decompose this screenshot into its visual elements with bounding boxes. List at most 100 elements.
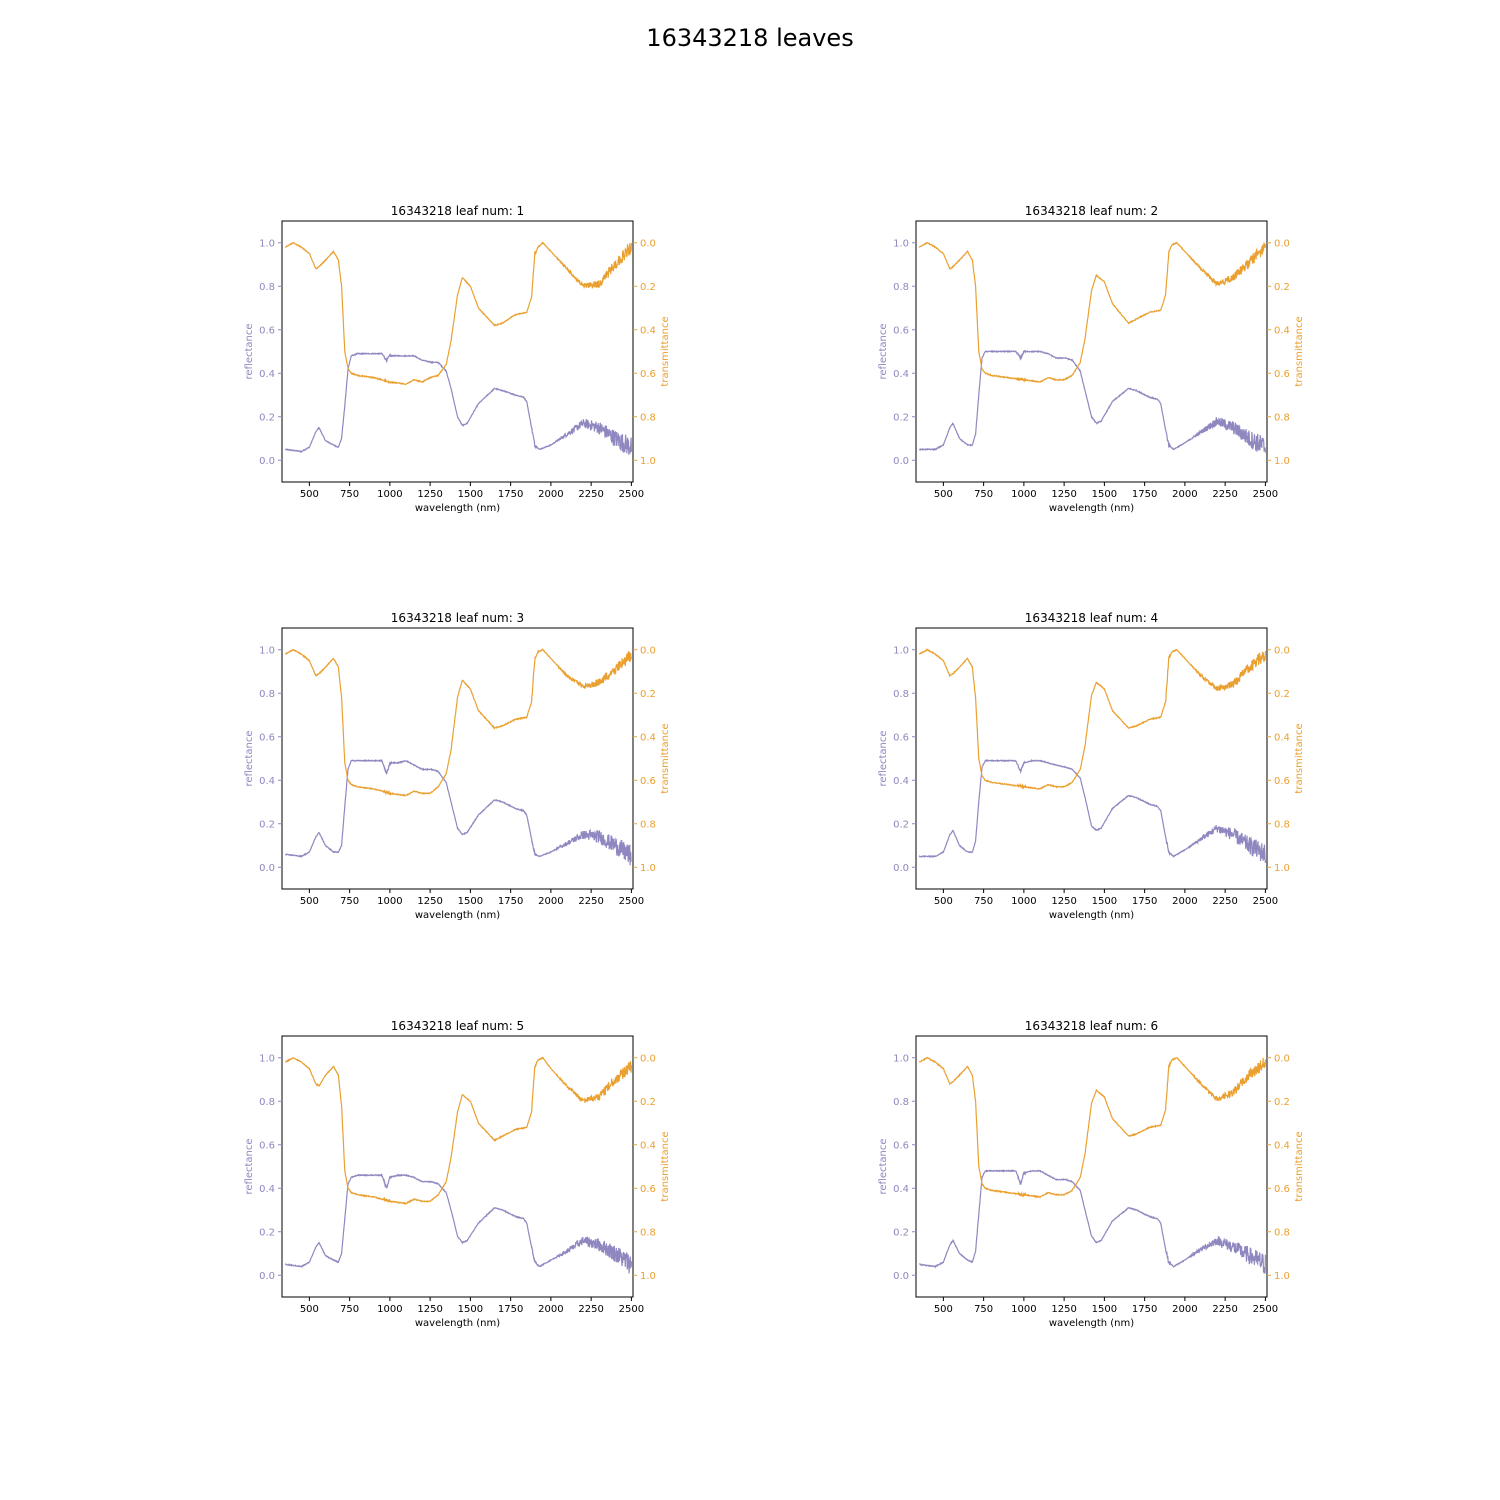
y-left-tick-label: 0.4	[893, 369, 909, 380]
y-right-tick-label: 0.8	[640, 1227, 656, 1238]
y-left-tick-label: 0.2	[893, 819, 909, 830]
x-tick-label: 2000	[1172, 489, 1197, 500]
y-right-tick-label: 0.8	[1274, 412, 1290, 423]
x-tick-label: 1750	[498, 489, 523, 500]
transmittance-line-6	[918, 1056, 1266, 1199]
x-tick-label: 750	[340, 489, 359, 500]
x-tick-label: 1000	[377, 896, 402, 907]
x-tick-label: 1750	[498, 896, 523, 907]
x-tick-label: 2250	[578, 896, 603, 907]
y-left-tick-label: 1.0	[259, 645, 275, 656]
y-left-tick-label: 0.2	[259, 819, 275, 830]
y-right-tick-label: 0.0	[1274, 1053, 1290, 1064]
x-tick-label: 1250	[417, 489, 442, 500]
x-tick-label: 1500	[1092, 489, 1117, 500]
y-left-axis-label: reflectance	[878, 1138, 889, 1194]
x-tick-label: 2000	[1172, 1304, 1197, 1315]
x-tick-label: 1500	[458, 1304, 483, 1315]
y-left-axis-label: reflectance	[244, 1138, 255, 1194]
y-left-tick-label: 0.8	[259, 282, 275, 293]
y-right-axis-label: transmittance	[1294, 1131, 1305, 1201]
reflectance-line-1	[284, 352, 632, 455]
reflectance-line-6	[918, 1169, 1266, 1274]
x-tick-label: 2500	[619, 1304, 644, 1315]
x-tick-label: 2000	[538, 489, 563, 500]
transmittance-line-2	[918, 241, 1266, 384]
x-tick-label: 2500	[1253, 896, 1278, 907]
y-right-axis-label: transmittance	[660, 1131, 671, 1201]
y-right-tick-label: 1.0	[1274, 863, 1290, 874]
x-tick-label: 2500	[619, 489, 644, 500]
y-right-tick-label: 0.6	[640, 776, 656, 787]
y-right-tick-label: 0.8	[1274, 819, 1290, 830]
x-tick-label: 2250	[1212, 489, 1237, 500]
y-left-tick-label: 1.0	[259, 238, 275, 249]
x-tick-label: 1750	[1132, 896, 1157, 907]
x-tick-label: 1250	[417, 1304, 442, 1315]
plot-frame	[281, 220, 634, 483]
y-left-tick-label: 0.4	[259, 1184, 275, 1195]
y-right-tick-label: 0.2	[1274, 1097, 1290, 1108]
x-tick-label: 1250	[417, 896, 442, 907]
y-left-tick-label: 0.0	[893, 1271, 909, 1282]
x-tick-label: 1750	[1132, 489, 1157, 500]
plot-frame	[915, 220, 1268, 483]
chart-panel-2: 500 750 1000 1250 1500 1750 2000 2250 2500 0.0 0.2…	[878, 204, 1305, 514]
x-tick-label: 750	[974, 896, 993, 907]
x-tick-label: 500	[300, 489, 319, 500]
y-left-tick-label: 0.4	[893, 776, 909, 787]
y-right-tick-label: 0.2	[640, 282, 656, 293]
panel-title: 16343218 leaf num: 6	[1025, 1019, 1158, 1033]
x-axis-label: wavelength (nm)	[415, 1318, 500, 1329]
x-tick-label: 1750	[498, 1304, 523, 1315]
y-right-tick-label: 1.0	[640, 1271, 656, 1282]
x-axis-label: wavelength (nm)	[1049, 503, 1134, 514]
y-left-tick-label: 0.8	[259, 1097, 275, 1108]
y-right-tick-label: 1.0	[640, 863, 656, 874]
x-tick-label: 750	[974, 489, 993, 500]
x-axis-label: wavelength (nm)	[1049, 1318, 1134, 1329]
y-left-tick-label: 0.6	[259, 732, 275, 743]
plot-frame	[915, 1035, 1268, 1298]
y-left-tick-label: 0.4	[893, 1184, 909, 1195]
y-left-tick-label: 0.2	[259, 412, 275, 423]
reflectance-line-3	[284, 758, 632, 866]
plot-frame	[281, 1035, 634, 1298]
x-tick-label: 1250	[1051, 1304, 1076, 1315]
y-right-tick-label: 1.0	[640, 456, 656, 467]
y-left-tick-label: 1.0	[259, 1053, 275, 1064]
y-right-axis-label: transmittance	[1294, 316, 1305, 386]
y-left-tick-label: 0.8	[893, 282, 909, 293]
x-tick-label: 2250	[1212, 896, 1237, 907]
y-right-tick-label: 0.4	[640, 325, 656, 336]
y-left-tick-label: 0.0	[259, 863, 275, 874]
y-left-tick-label: 0.0	[893, 863, 909, 874]
x-tick-label: 1500	[458, 896, 483, 907]
x-tick-label: 750	[974, 1304, 993, 1315]
y-right-tick-label: 1.0	[1274, 456, 1290, 467]
y-right-axis-label: transmittance	[660, 316, 671, 386]
x-tick-label: 1250	[1051, 489, 1076, 500]
y-right-tick-label: 0.8	[1274, 1227, 1290, 1238]
y-right-tick-label: 0.4	[1274, 325, 1290, 336]
y-right-tick-label: 0.4	[640, 732, 656, 743]
y-left-tick-label: 0.0	[893, 456, 909, 467]
transmittance-line-3	[284, 647, 632, 797]
panel-title: 16343218 leaf num: 1	[391, 204, 524, 218]
x-tick-label: 1250	[1051, 896, 1076, 907]
y-right-tick-label: 0.8	[640, 819, 656, 830]
reflectance-line-5	[284, 1173, 632, 1274]
y-left-tick-label: 0.2	[893, 412, 909, 423]
x-tick-label: 1500	[1092, 1304, 1117, 1315]
chart-panel-1: 500 750 1000 1250 1500 1750 2000 2250 2500 0.0 0.2…	[244, 204, 671, 514]
y-left-tick-label: 0.4	[259, 776, 275, 787]
x-tick-label: 2000	[538, 1304, 563, 1315]
y-left-tick-label: 0.0	[259, 1271, 275, 1282]
x-tick-label: 1000	[377, 489, 402, 500]
y-left-tick-label: 0.4	[259, 369, 275, 380]
y-right-tick-label: 0.4	[1274, 1140, 1290, 1151]
y-left-tick-label: 0.2	[893, 1227, 909, 1238]
x-tick-label: 2000	[538, 896, 563, 907]
x-tick-label: 2500	[619, 896, 644, 907]
